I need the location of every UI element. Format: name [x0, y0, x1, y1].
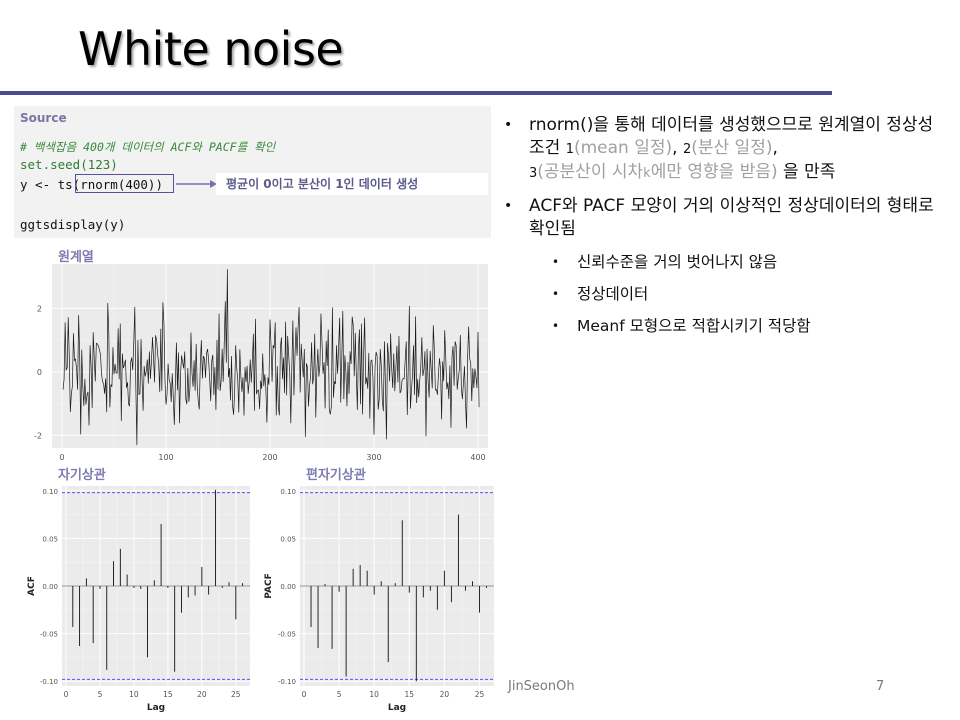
acf-y-tick-label: 0.00 [42, 583, 58, 591]
rnorm-annotation-label: 평균이 0이고 분산이 1인 데이터 생성 [216, 173, 488, 195]
condition-2-text: (분산 일정) [691, 138, 773, 158]
annotation-arrow [176, 180, 217, 188]
page-number: 7 [876, 679, 885, 694]
acf-x-tick-label: 25 [231, 690, 241, 699]
condition-separator: , [672, 138, 683, 158]
bullet-acf-pacf: ACF와 PACF 모양이 거의 이상적인 정상데이터의 형태로 확인됨 [502, 195, 947, 241]
condition-3-lag-k: k [643, 166, 651, 181]
ts-y-tick-label: -2 [34, 431, 42, 440]
ts-x-tick-label: 200 [262, 453, 277, 462]
pacf-y-tick-label: 0.10 [280, 488, 296, 496]
title-underline [0, 91, 832, 95]
acf-x-tick-label: 5 [98, 690, 103, 699]
ts-x-tick-label: 400 [470, 453, 485, 462]
source-code-panel: Source # 백색잡음 400개 데이터의 ACF와 PACF를 확인 se… [14, 106, 491, 238]
pacf-x-tick-label: 5 [337, 690, 342, 699]
pacf-x-tick-label: 0 [302, 690, 307, 699]
bullet-stationarity: rnorm()을 통해 데이터를 생성했으므로 원계열이 정상성 조건 1(me… [502, 114, 947, 185]
pacf-y-tick-label: -0.05 [278, 631, 296, 639]
condition-3-text-end: 에만 영향을 받음) [650, 162, 778, 182]
acf-x-tick-label: 15 [163, 690, 173, 699]
acf-x-tick-label: 20 [197, 690, 207, 699]
source-label: Source [20, 111, 67, 125]
panel-label-original-series: 원계열 [58, 250, 94, 265]
time-series-chart: 0 100 200 300 400 -2 0 2 [34, 264, 488, 462]
acf-x-tick-label: 10 [129, 690, 139, 699]
ts-x-tick-label: 100 [158, 453, 173, 462]
pacf-y-tick-label: -0.10 [278, 678, 296, 686]
ts-y-tick-label: 0 [37, 368, 42, 377]
code-line-ggtsdisplay: ggtsdisplay(y) [20, 217, 126, 232]
ts-x-tick-label: 0 [59, 453, 64, 462]
sub-bullet-meanf: Meanf 모형으로 적합시키기 적당함 [502, 315, 947, 338]
sub-bullet-2-text: 정상데이터 [577, 285, 649, 303]
panel-label-pacf: 편자기상관 [306, 468, 366, 483]
acf-y-tick-label: 0.05 [42, 535, 58, 543]
pacf-chart: 0 5 10 15 20 25 -0.10 -0.05 0.00 0.05 0.10 Lag PAC… [264, 486, 494, 713]
bullet-list: rnorm()을 통해 데이터를 생성했으므로 원계열이 정상성 조건 1(me… [502, 114, 947, 347]
code-line-set-seed: set.seed(123) [20, 157, 118, 172]
condition-separator: , [772, 138, 778, 158]
footer-author: JinSeonOh [508, 679, 575, 694]
sub-bullet-3-text: Meanf 모형으로 적합시키기 적당함 [577, 317, 811, 335]
pacf-x-axis-label: Lag [388, 703, 406, 713]
condition-1-text: (mean 일정) [573, 138, 673, 158]
acf-y-tick-label: 0.10 [42, 488, 58, 496]
acf-y-axis-label: ACF [27, 576, 37, 596]
bullet1-text: rnorm()을 통해 데이터를 생성했으므로 원계열이 정상성 조건 [529, 115, 934, 158]
pacf-y-axis-label: PACF [264, 573, 274, 599]
sub-bullet-stationary: 정상데이터 [502, 283, 947, 306]
panel-label-acf: 자기상관 [58, 468, 106, 483]
bullet1-ending: 을 만족 [777, 162, 836, 182]
bullet2-text: ACF와 PACF 모양이 거의 이상적인 정상데이터의 형태로 확인됨 [529, 196, 934, 239]
acf-chart: 0 5 10 15 20 25 -0.10 -0.05 0.00 0.05 0.10 Lag ACF [27, 486, 250, 713]
condition-3-number: 3 [529, 166, 538, 181]
condition-3-text: (공분산이 시차 [537, 162, 644, 182]
sub-bullet-confidence: 신뢰수준을 거의 벗어나지 않음 [502, 251, 947, 274]
pacf-x-tick-label: 10 [369, 690, 379, 699]
acf-x-axis-label: Lag [147, 703, 165, 713]
code-line-rnorm: y <- ts(rnorm(400)) [20, 177, 163, 192]
pacf-y-tick-label: 0.00 [280, 583, 296, 591]
acf-y-tick-label: -0.10 [40, 678, 58, 686]
condition-1-number: 1 [565, 142, 574, 157]
pacf-x-tick-label: 25 [475, 690, 485, 699]
pacf-x-tick-label: 15 [405, 690, 415, 699]
slide-title: White noise [78, 22, 344, 76]
condition-2-number: 2 [682, 142, 692, 157]
ts-y-tick-label: 2 [37, 304, 42, 313]
pacf-x-tick-label: 20 [440, 690, 450, 699]
acf-y-tick-label: -0.05 [40, 631, 58, 639]
code-comment-line: # 백색잡음 400개 데이터의 ACF와 PACF를 확인 [20, 140, 276, 154]
pacf-y-tick-label: 0.05 [280, 535, 296, 543]
acf-x-tick-label: 0 [64, 690, 69, 699]
sub-bullet-1-text: 신뢰수준을 거의 벗어나지 않음 [577, 253, 778, 271]
ts-x-tick-label: 300 [366, 453, 381, 462]
rnorm-highlight-box [75, 174, 174, 193]
ts-series-line [62, 269, 480, 446]
